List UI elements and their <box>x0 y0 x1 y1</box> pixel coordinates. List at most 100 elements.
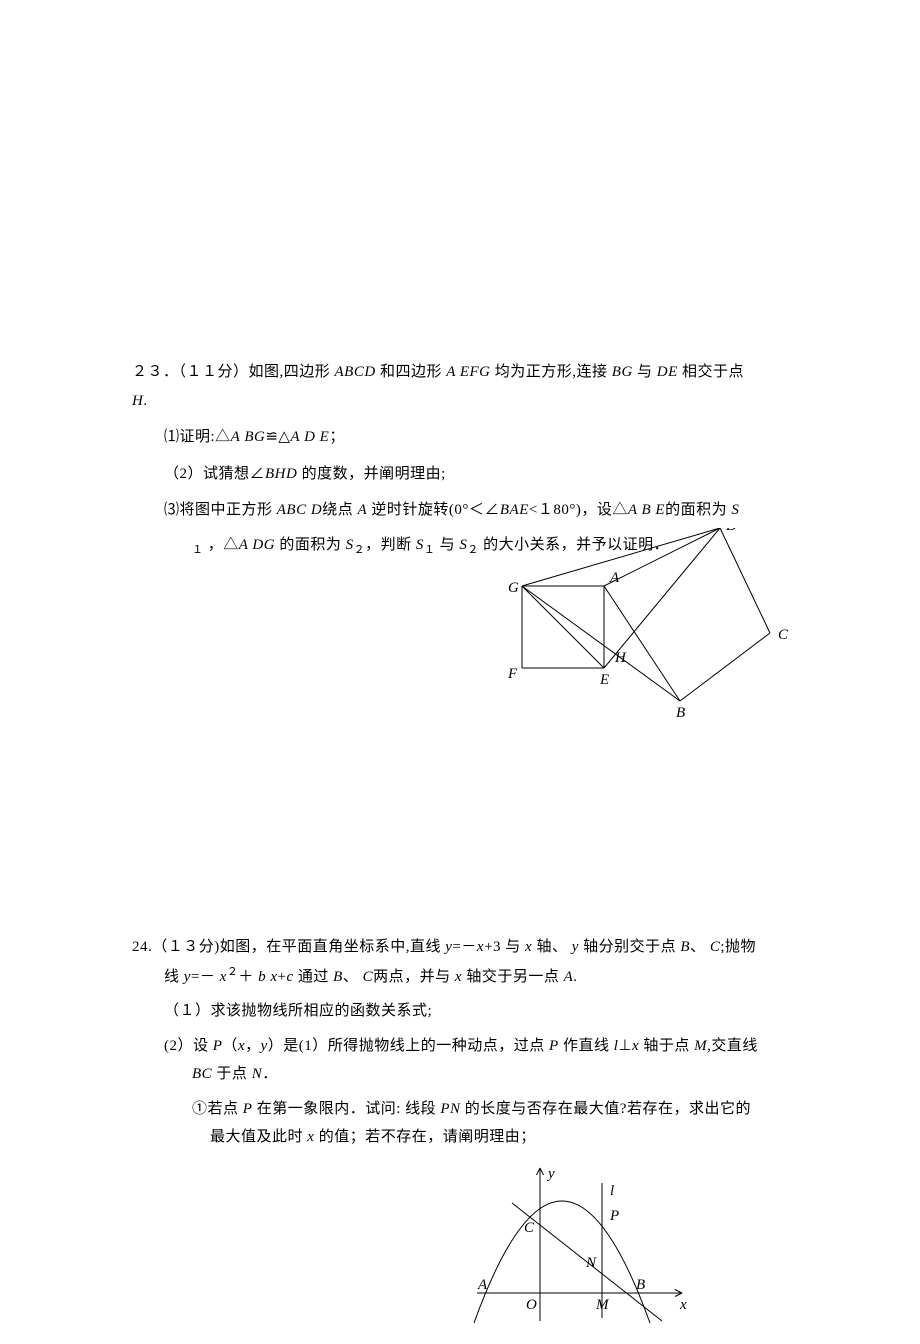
q24-it-cc: c <box>286 969 293 985</box>
q24-it-y2: y <box>572 939 579 955</box>
q24-it-x3: x <box>220 969 227 985</box>
q24-l2g: 两点，并与 <box>373 969 455 985</box>
q24-ha: 24.（１３分)如图，在平面直角坐标系中,直线 <box>132 939 445 955</box>
svg-text:F: F <box>507 666 518 682</box>
q23-header-b: 和四边形 <box>376 364 447 380</box>
svg-text:C: C <box>524 1220 535 1236</box>
q24-l2b: =－ <box>191 969 220 985</box>
q24-p3b: 在第一象限内．试问: 线段 <box>252 1101 440 1117</box>
q23-header-line2: H. <box>132 387 798 416</box>
q24-it-m: M <box>694 1038 707 1054</box>
question-23: ２３．（１１分）如图,四边形 ABCD 和四边形 A EFG 均为正方形,连接 … <box>132 358 798 560</box>
svg-text:G: G <box>508 580 519 596</box>
q23-it-abe: A B E <box>628 502 665 518</box>
q24-it-c: C <box>710 939 721 955</box>
q23-it-adg: A DG <box>239 537 275 553</box>
q23-p3-e: 的面积为 <box>665 502 731 518</box>
q24-hc: +3 与 <box>484 939 525 955</box>
q23-p1-a: ⑴证明:△ <box>164 429 231 445</box>
q23-p2-b: 的度数，并阐明理由; <box>297 466 445 482</box>
q24-p2d: ）是(1）所得抛物线上的一种动点，过点 <box>268 1038 549 1054</box>
q23-it-s1b: S <box>416 537 424 553</box>
q24-it-pn: PN <box>440 1101 460 1117</box>
q24-p2h: ,交直线 <box>707 1038 758 1054</box>
q24-part3-line2: 最大值及此时 x 的值；若不存在，请阐明理由； <box>132 1123 798 1152</box>
q23-header-a: ２３．（１１分）如图,四边形 <box>132 364 335 380</box>
q23-p3-a: ⑶将图中正方形 <box>164 502 277 518</box>
svg-text:B: B <box>636 1277 645 1293</box>
q23-part1: ⑴证明:△A BG≌△A D E； <box>132 423 798 452</box>
q23-header-end: . <box>143 393 147 409</box>
q24-part2-line1: (2）设 P（x，y）是(1）所得抛物线上的一种动点，过点 P 作直线 l⊥x … <box>132 1032 798 1061</box>
q24-it-b2: B <box>333 969 343 985</box>
q24-p2b: （ <box>222 1038 238 1054</box>
q23-it-a2: A <box>357 502 367 518</box>
q24-p2g: 轴于点 <box>639 1038 694 1054</box>
svg-text:O: O <box>526 1297 537 1313</box>
q23-it-s2: S <box>346 537 354 553</box>
svg-text:x: x <box>679 1297 687 1313</box>
q23-sub1b: １ <box>424 544 436 556</box>
q24-it-p2: P <box>549 1038 559 1054</box>
q24-part3-line1: ①若点 P 在第一象限内．试问: 线段 PN 的长度与否存在最大值?若存在，求出… <box>132 1095 798 1124</box>
q24-p2e: 作直线 <box>559 1038 614 1054</box>
q23-it-de: DE <box>657 364 678 380</box>
q24-hd: 轴、 <box>532 939 572 955</box>
q23-sub2: ２ <box>354 544 366 556</box>
q24-part2-line2: BC 于点 N． <box>132 1060 798 1089</box>
q24-p2l2a: 于点 <box>212 1066 252 1082</box>
q24-hg: ;抛物 <box>720 939 756 955</box>
q23-p3l2-d: 与 <box>435 537 459 553</box>
svg-text:E: E <box>599 672 609 688</box>
svg-text:B: B <box>676 705 685 721</box>
q23-it-h: H <box>132 393 143 409</box>
q24-p1: （１）求该抛物线所相应的函数关系式; <box>164 1003 432 1019</box>
svg-text:A: A <box>477 1277 488 1293</box>
q24-l2a: 线 <box>164 969 184 985</box>
svg-text:P: P <box>609 1208 619 1224</box>
q23-header-line1: ２３．（１１分）如图,四边形 ABCD 和四边形 A EFG 均为正方形,连接 … <box>132 358 798 387</box>
q24-l2e: 通过 <box>294 969 334 985</box>
q24-header-line1: 24.（１３分)如图，在平面直角坐标系中,直线 y=－x+3 与 x 轴、 y … <box>132 933 798 962</box>
q24-p2c: ， <box>245 1038 261 1054</box>
q24-it-p3: P <box>243 1101 253 1117</box>
q24-p3c: 的长度与否存在最大值?若存在，求出它的 <box>461 1101 751 1117</box>
svg-text:l: l <box>610 1183 614 1199</box>
q23-header-c: 均为正方形,连接 <box>491 364 612 380</box>
q23-it-abg: A BG <box>231 429 266 445</box>
q24-line2: 线 y=－ x２＋ b x+c 通过 B、 C两点，并与 x 轴交于另一点 A. <box>132 962 798 992</box>
q24-l2h: 轴交于另一点 <box>462 969 564 985</box>
q24-it-bc: BC <box>192 1066 212 1082</box>
q24-it-y5: y <box>261 1038 268 1054</box>
q24-l2i: . <box>573 969 577 985</box>
q24-p3a: ①若点 <box>192 1101 243 1117</box>
q24-it-c2: C <box>363 969 374 985</box>
q23-it-bae: BAE <box>500 502 529 518</box>
q23-sub2b: ２ <box>467 544 479 556</box>
q24-it-x: x <box>477 939 484 955</box>
q23-header-d: 与 <box>633 364 657 380</box>
q24-it-a: A <box>564 969 574 985</box>
q23-it-ade: A D E <box>290 429 329 445</box>
question-24: 24.（１３分)如图，在平面直角坐标系中,直线 y=－x+3 与 x 轴、 y … <box>132 933 798 1152</box>
q23-figure: ABCDEFGH <box>502 528 812 728</box>
q24-p2a: (2）设 <box>164 1038 213 1054</box>
q24-p3l2b: 的值；若不存在，请阐明理由； <box>314 1129 535 1145</box>
q23-p2-a: （2）试猜想∠ <box>164 466 265 482</box>
q23-p3l2-b: 的面积为 <box>275 537 346 553</box>
q24-hf: 、 <box>690 939 710 955</box>
q24-part1: （１）求该抛物线所相应的函数关系式; <box>132 997 798 1026</box>
q23-it-bg: BG <box>612 364 633 380</box>
svg-text:A: A <box>609 570 620 586</box>
q23-p3l2-a: ，△ <box>204 537 239 553</box>
page: ２３．（１１分）如图,四边形 ABCD 和四边形 A EFG 均为正方形,连接 … <box>0 0 920 1302</box>
q24-p3l2: 最大值及此时 <box>210 1129 307 1145</box>
q24-it-n: N <box>252 1066 263 1082</box>
q23-it-abcd2: ABC D <box>277 502 322 518</box>
q23-p1-b: ≌△ <box>265 429 290 445</box>
q23-part2: （2）试猜想∠BHD 的度数，并阐明理由; <box>132 460 798 489</box>
q23-header-e: 相交于点 <box>678 364 744 380</box>
q24-sup2: ２ <box>227 966 239 978</box>
q23-p3-d: <１80°)，设△ <box>529 502 628 518</box>
q24-it-y3: y <box>184 969 191 985</box>
